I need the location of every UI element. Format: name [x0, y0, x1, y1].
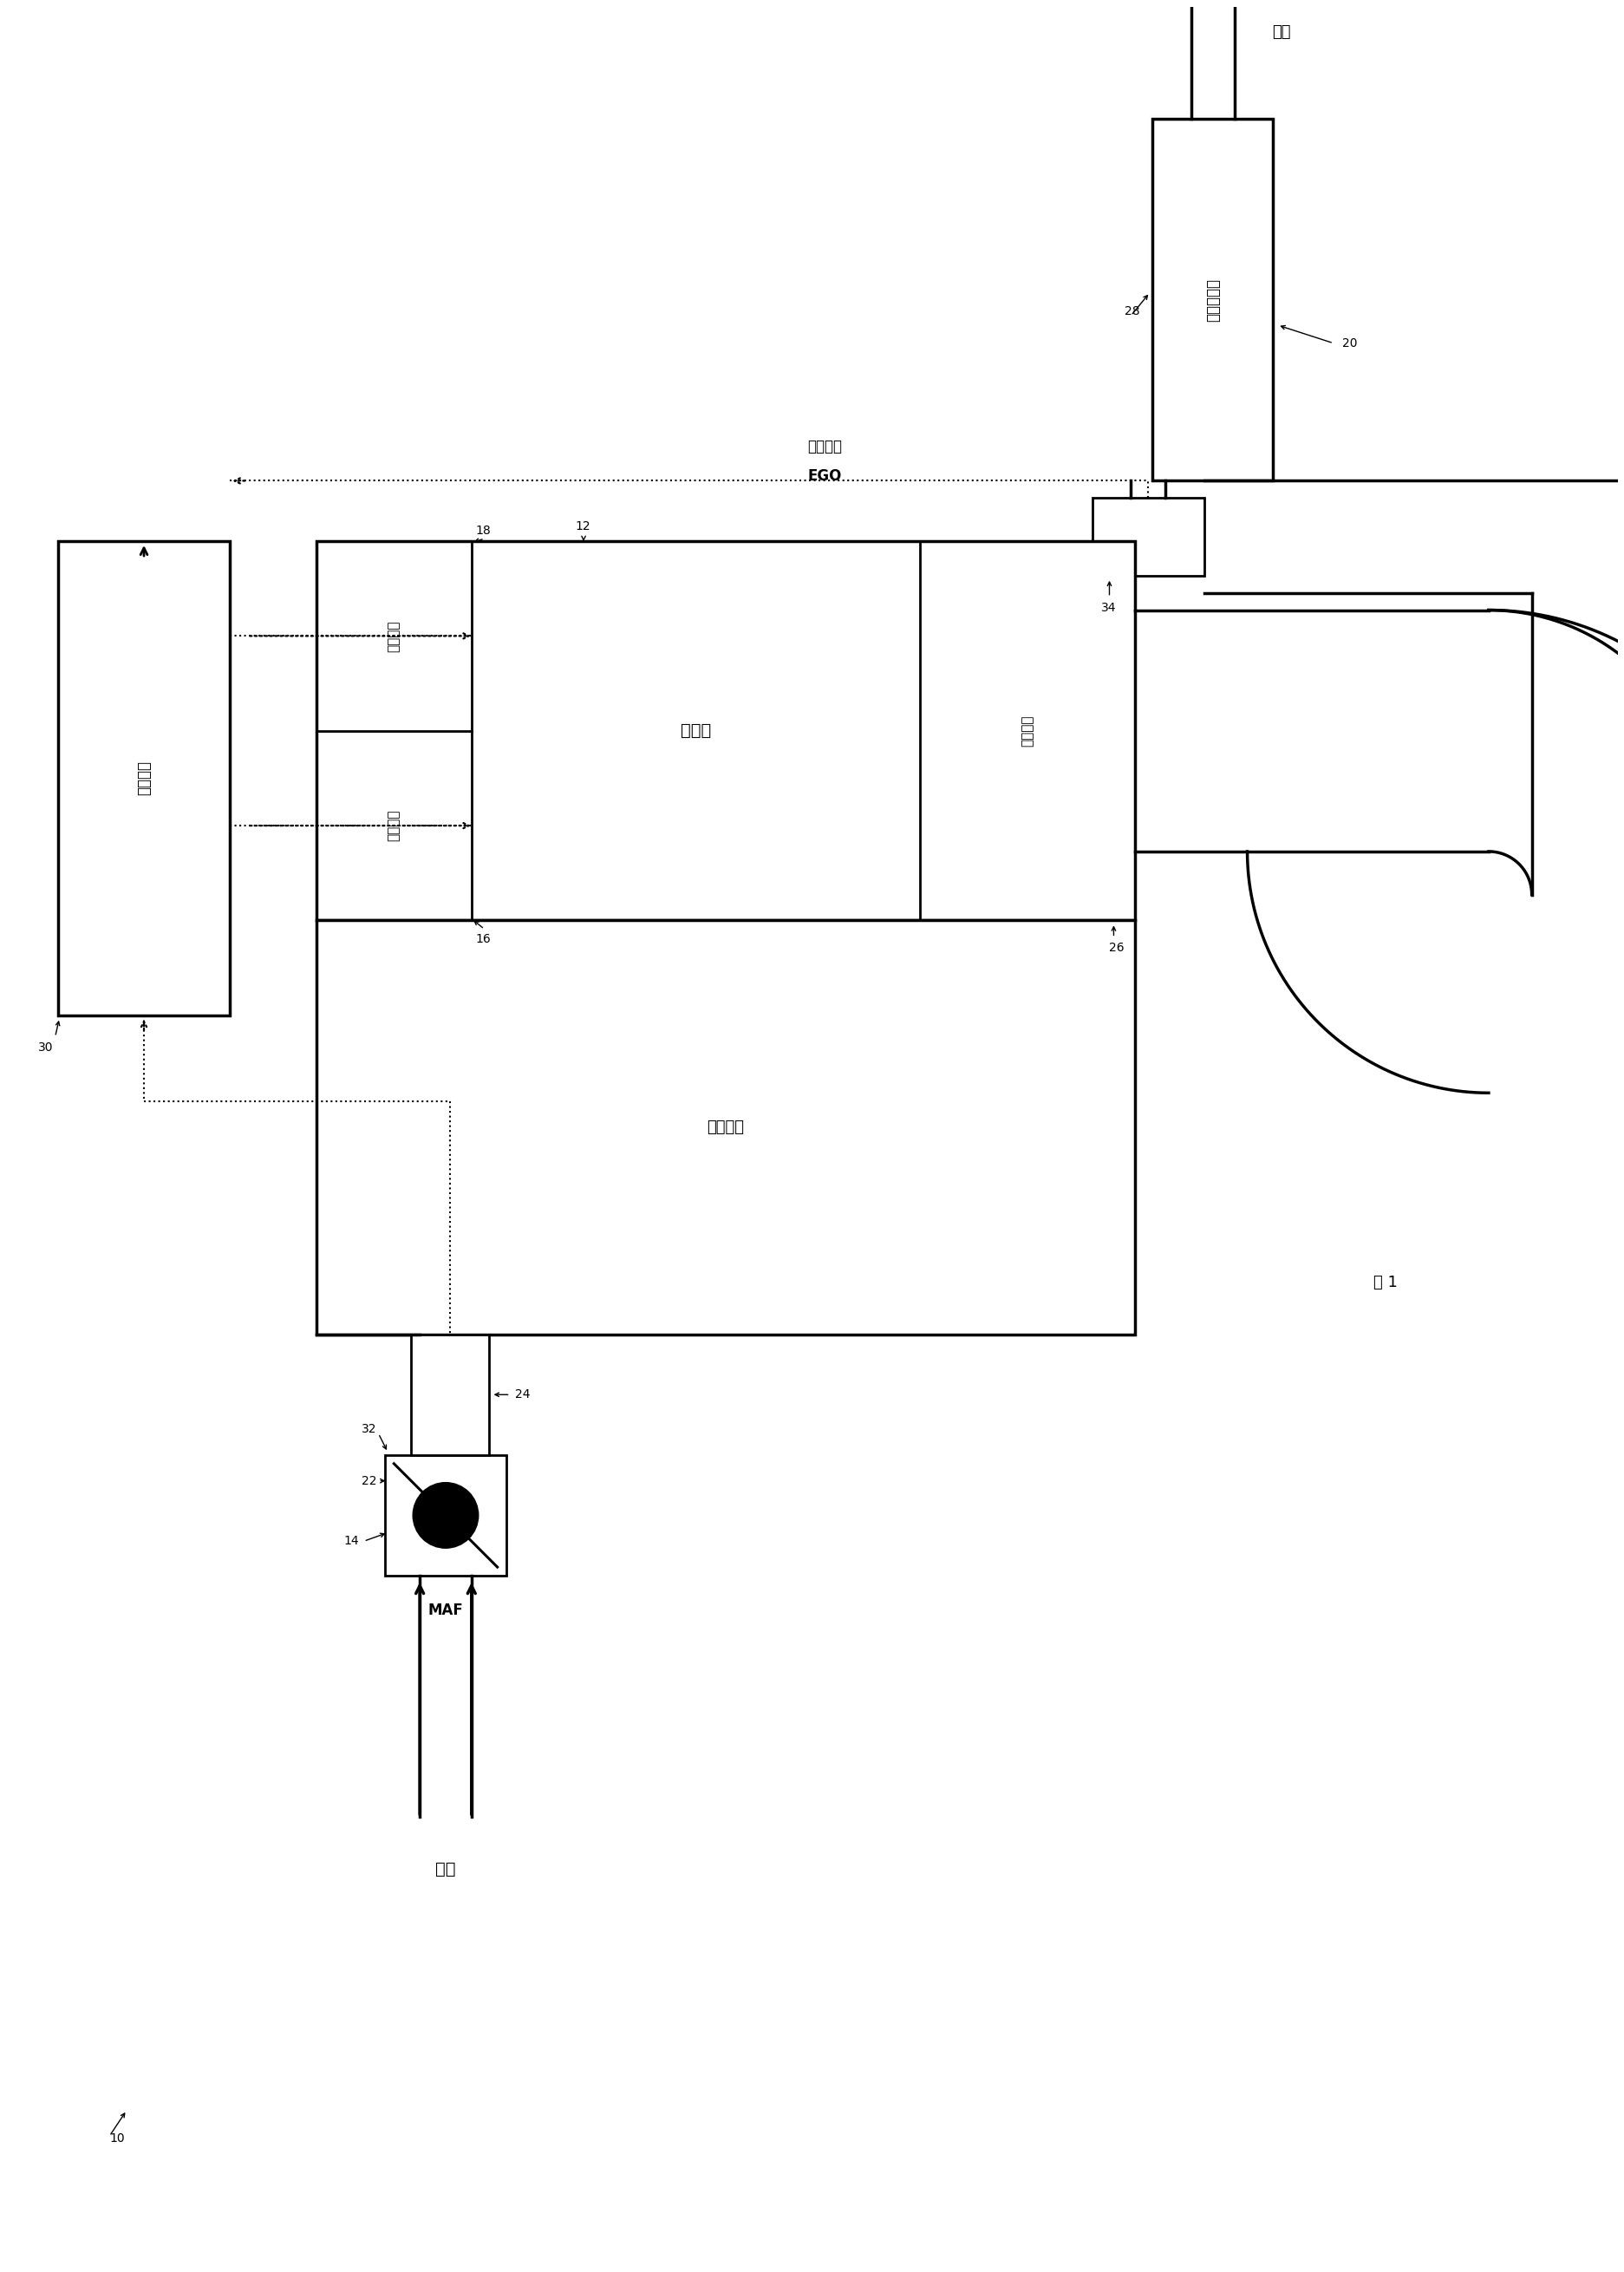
- Text: 30: 30: [39, 1041, 54, 1054]
- Text: 22: 22: [362, 1475, 377, 1486]
- Text: 14: 14: [344, 1536, 359, 1547]
- Bar: [1093, 498, 1205, 575]
- Text: 20: 20: [1341, 336, 1358, 350]
- Text: 34: 34: [1101, 602, 1116, 613]
- Text: 18: 18: [476, 525, 490, 536]
- Text: 32: 32: [362, 1422, 377, 1436]
- Text: MAF: MAF: [429, 1602, 463, 1618]
- Text: 废气: 废气: [1273, 25, 1291, 41]
- Circle shape: [412, 1484, 479, 1547]
- Text: 28: 28: [1124, 304, 1140, 318]
- Bar: [317, 920, 1135, 1334]
- Text: 10: 10: [109, 2133, 125, 2145]
- Text: 26: 26: [1109, 943, 1125, 954]
- Text: 催化剂前: 催化剂前: [807, 438, 843, 454]
- Text: 24: 24: [515, 1388, 529, 1402]
- Text: 燃料系统: 燃料系统: [388, 809, 401, 841]
- Text: EGO: EGO: [807, 468, 841, 484]
- Bar: [411, 1334, 489, 1454]
- Text: 空气: 空气: [435, 1861, 456, 1877]
- Text: 16: 16: [476, 934, 490, 945]
- Text: 点火系统: 点火系统: [388, 620, 401, 652]
- Text: 催化转换器: 催化转换器: [1205, 277, 1221, 320]
- Bar: [58, 541, 231, 1016]
- Bar: [317, 541, 1135, 920]
- Bar: [385, 1454, 507, 1577]
- Text: 发动机: 发动机: [680, 722, 711, 738]
- Bar: [1153, 118, 1273, 482]
- Text: 12: 12: [575, 520, 590, 532]
- Text: 排气歧管: 排气歧管: [1021, 716, 1034, 747]
- Text: 进气歧管: 进气歧管: [706, 1120, 744, 1136]
- Text: 控制模块: 控制模块: [136, 761, 151, 795]
- Text: 图 1: 图 1: [1374, 1275, 1397, 1290]
